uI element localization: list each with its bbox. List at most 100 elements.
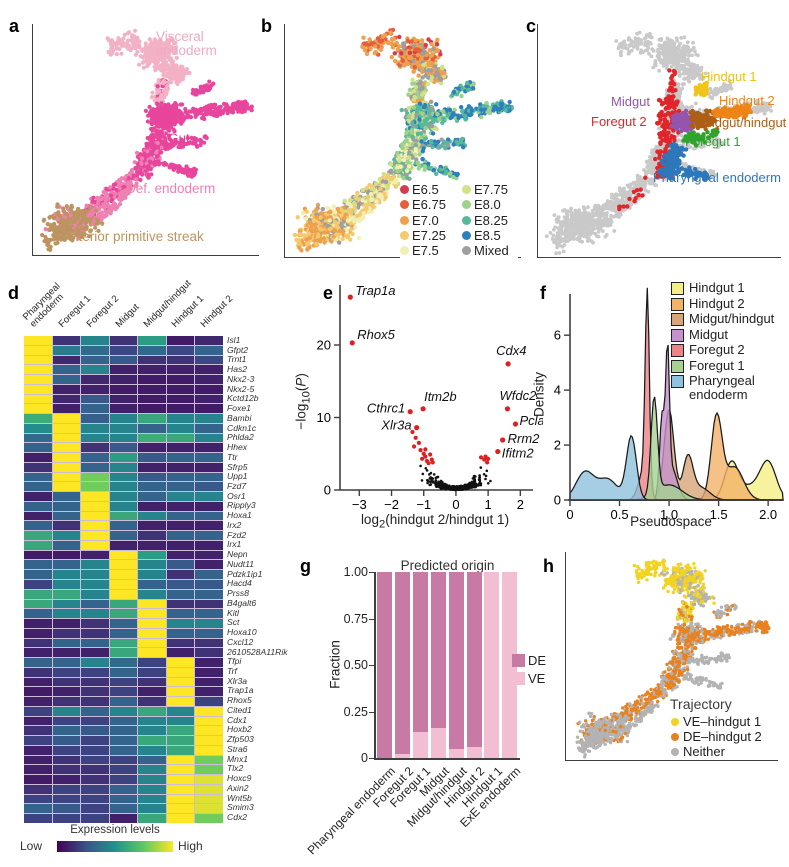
stage-legend-dot-icon — [400, 200, 409, 210]
panel-c-annotation: Midgut/hindgut — [701, 115, 787, 130]
bar-chart-y-tickmark — [369, 711, 375, 713]
heatmap-cell — [81, 638, 109, 648]
heatmap-cell — [138, 462, 166, 472]
bar-pharyngeal-endoderm — [377, 572, 392, 758]
heatmap-cell — [138, 423, 166, 433]
heatmap-cell — [138, 667, 166, 677]
density-legend-item: Midgut/hindgut — [671, 312, 783, 326]
heatmap-cell — [166, 355, 195, 365]
heatmap-cell — [109, 404, 138, 414]
gene-label: Cxcl12 — [227, 636, 254, 647]
density-legend-item: Hindgut 2 — [671, 296, 783, 311]
gene-label: Axin2 — [227, 782, 249, 793]
heatmap-cell — [138, 814, 166, 823]
heatmap-cell — [109, 355, 138, 365]
heatmap-cell — [109, 658, 138, 667]
density-legend-swatch-icon — [671, 282, 684, 295]
bar-exe-endoderm — [502, 572, 518, 758]
heatmap-cell — [166, 667, 195, 677]
heatmap-cell — [24, 804, 52, 814]
heatmap-cell — [166, 775, 195, 784]
stage-legend-dot-icon — [400, 230, 409, 240]
gene-label: Irx1 — [227, 539, 242, 550]
heatmap-cell — [81, 580, 109, 589]
stage-legend-dot-icon — [400, 246, 409, 256]
heatmap-cell — [24, 755, 52, 765]
heatmap-cell — [52, 814, 81, 823]
heatmap-cell — [52, 521, 81, 531]
heatmap-cell — [52, 355, 81, 365]
heatmap-cell — [109, 580, 138, 589]
heatmap-cell — [109, 697, 138, 706]
origin-legend-label: DE — [528, 653, 547, 668]
gene-label: Hoxa1 — [227, 510, 252, 521]
panel-a-label: a — [9, 16, 20, 36]
heatmap-cell — [24, 706, 52, 716]
umap-a-scatter — [40, 28, 254, 252]
bar-segment-ve — [502, 572, 518, 758]
density-legend-item: Midgut — [671, 327, 783, 342]
heatmap-cell — [52, 658, 81, 667]
heatmap-cell — [109, 677, 138, 687]
heatmap-cell — [52, 804, 81, 814]
heatmap-cell — [166, 765, 195, 775]
heatmap-cell — [138, 453, 166, 462]
heatmap-cell — [166, 580, 195, 589]
heatmap-cell — [195, 794, 223, 804]
heatmap-cell — [109, 648, 138, 658]
heatmap-cell — [166, 423, 195, 433]
heatmap-cell — [52, 482, 81, 492]
heatmap-cell — [138, 726, 166, 736]
heatmap-cell — [24, 443, 52, 453]
heatmap-cell — [109, 814, 138, 823]
heatmap-cell — [166, 638, 195, 648]
heatmap-cell — [24, 414, 52, 423]
heatmap-cell — [195, 345, 223, 355]
heatmap-cell — [81, 775, 109, 784]
density-legend-swatch-icon — [671, 328, 684, 342]
heatmap-cell — [195, 648, 223, 658]
heatmap-cell — [195, 531, 223, 540]
heatmap-cell — [138, 550, 166, 560]
panel-h-plot — [565, 552, 778, 761]
heatmap-cell — [195, 384, 223, 394]
heatmap-cell — [138, 765, 166, 775]
panel-f-label: f — [540, 283, 546, 303]
bar-chart-y-tickmark — [369, 618, 375, 620]
heatmap-column-header: Midgut — [113, 301, 142, 330]
heatmap-cell — [166, 540, 195, 550]
heatmap-cell — [52, 394, 81, 404]
heatmap-cell — [52, 365, 81, 375]
heatmap-cell — [109, 745, 138, 755]
heatmap-cell — [138, 775, 166, 784]
heatmap-cell — [195, 462, 223, 472]
heatmap-cell — [166, 755, 195, 765]
heatmap-cell — [52, 462, 81, 472]
heatmap-cell — [138, 365, 166, 375]
heatmap-cell — [166, 589, 195, 599]
heatmap-cell — [166, 482, 195, 492]
stage-legend-item: E7.75 — [462, 182, 508, 197]
gene-label: Foxe1 — [227, 403, 251, 414]
heatmap-cell — [52, 423, 81, 433]
heatmap-cell — [195, 706, 223, 716]
stage-legend-item: E6.75 — [400, 197, 446, 212]
panel-c-annotation: Midgut — [611, 94, 651, 109]
gene-label: Wnt5b — [227, 792, 252, 803]
heatmap-cell — [109, 628, 138, 638]
heatmap-cell — [138, 589, 166, 599]
heatmap-cell — [81, 677, 109, 687]
bar-segment-de — [430, 572, 446, 729]
gene-label: Cdx1 — [227, 714, 248, 725]
density-legend-label: Hindgut 1 — [689, 280, 745, 295]
volcano-xlabel-sub: 2 — [378, 518, 386, 531]
gene-label: Pdzk1ip1 — [227, 568, 263, 579]
bar-segment-de — [448, 572, 464, 749]
heatmap-cell — [81, 784, 109, 794]
heatmap-cell — [195, 628, 223, 638]
density-legend-swatch-icon — [671, 375, 684, 388]
gene-label: Osr1 — [227, 490, 246, 501]
gene-label: Hoxc9 — [227, 773, 252, 784]
heatmap-cell — [81, 619, 109, 628]
